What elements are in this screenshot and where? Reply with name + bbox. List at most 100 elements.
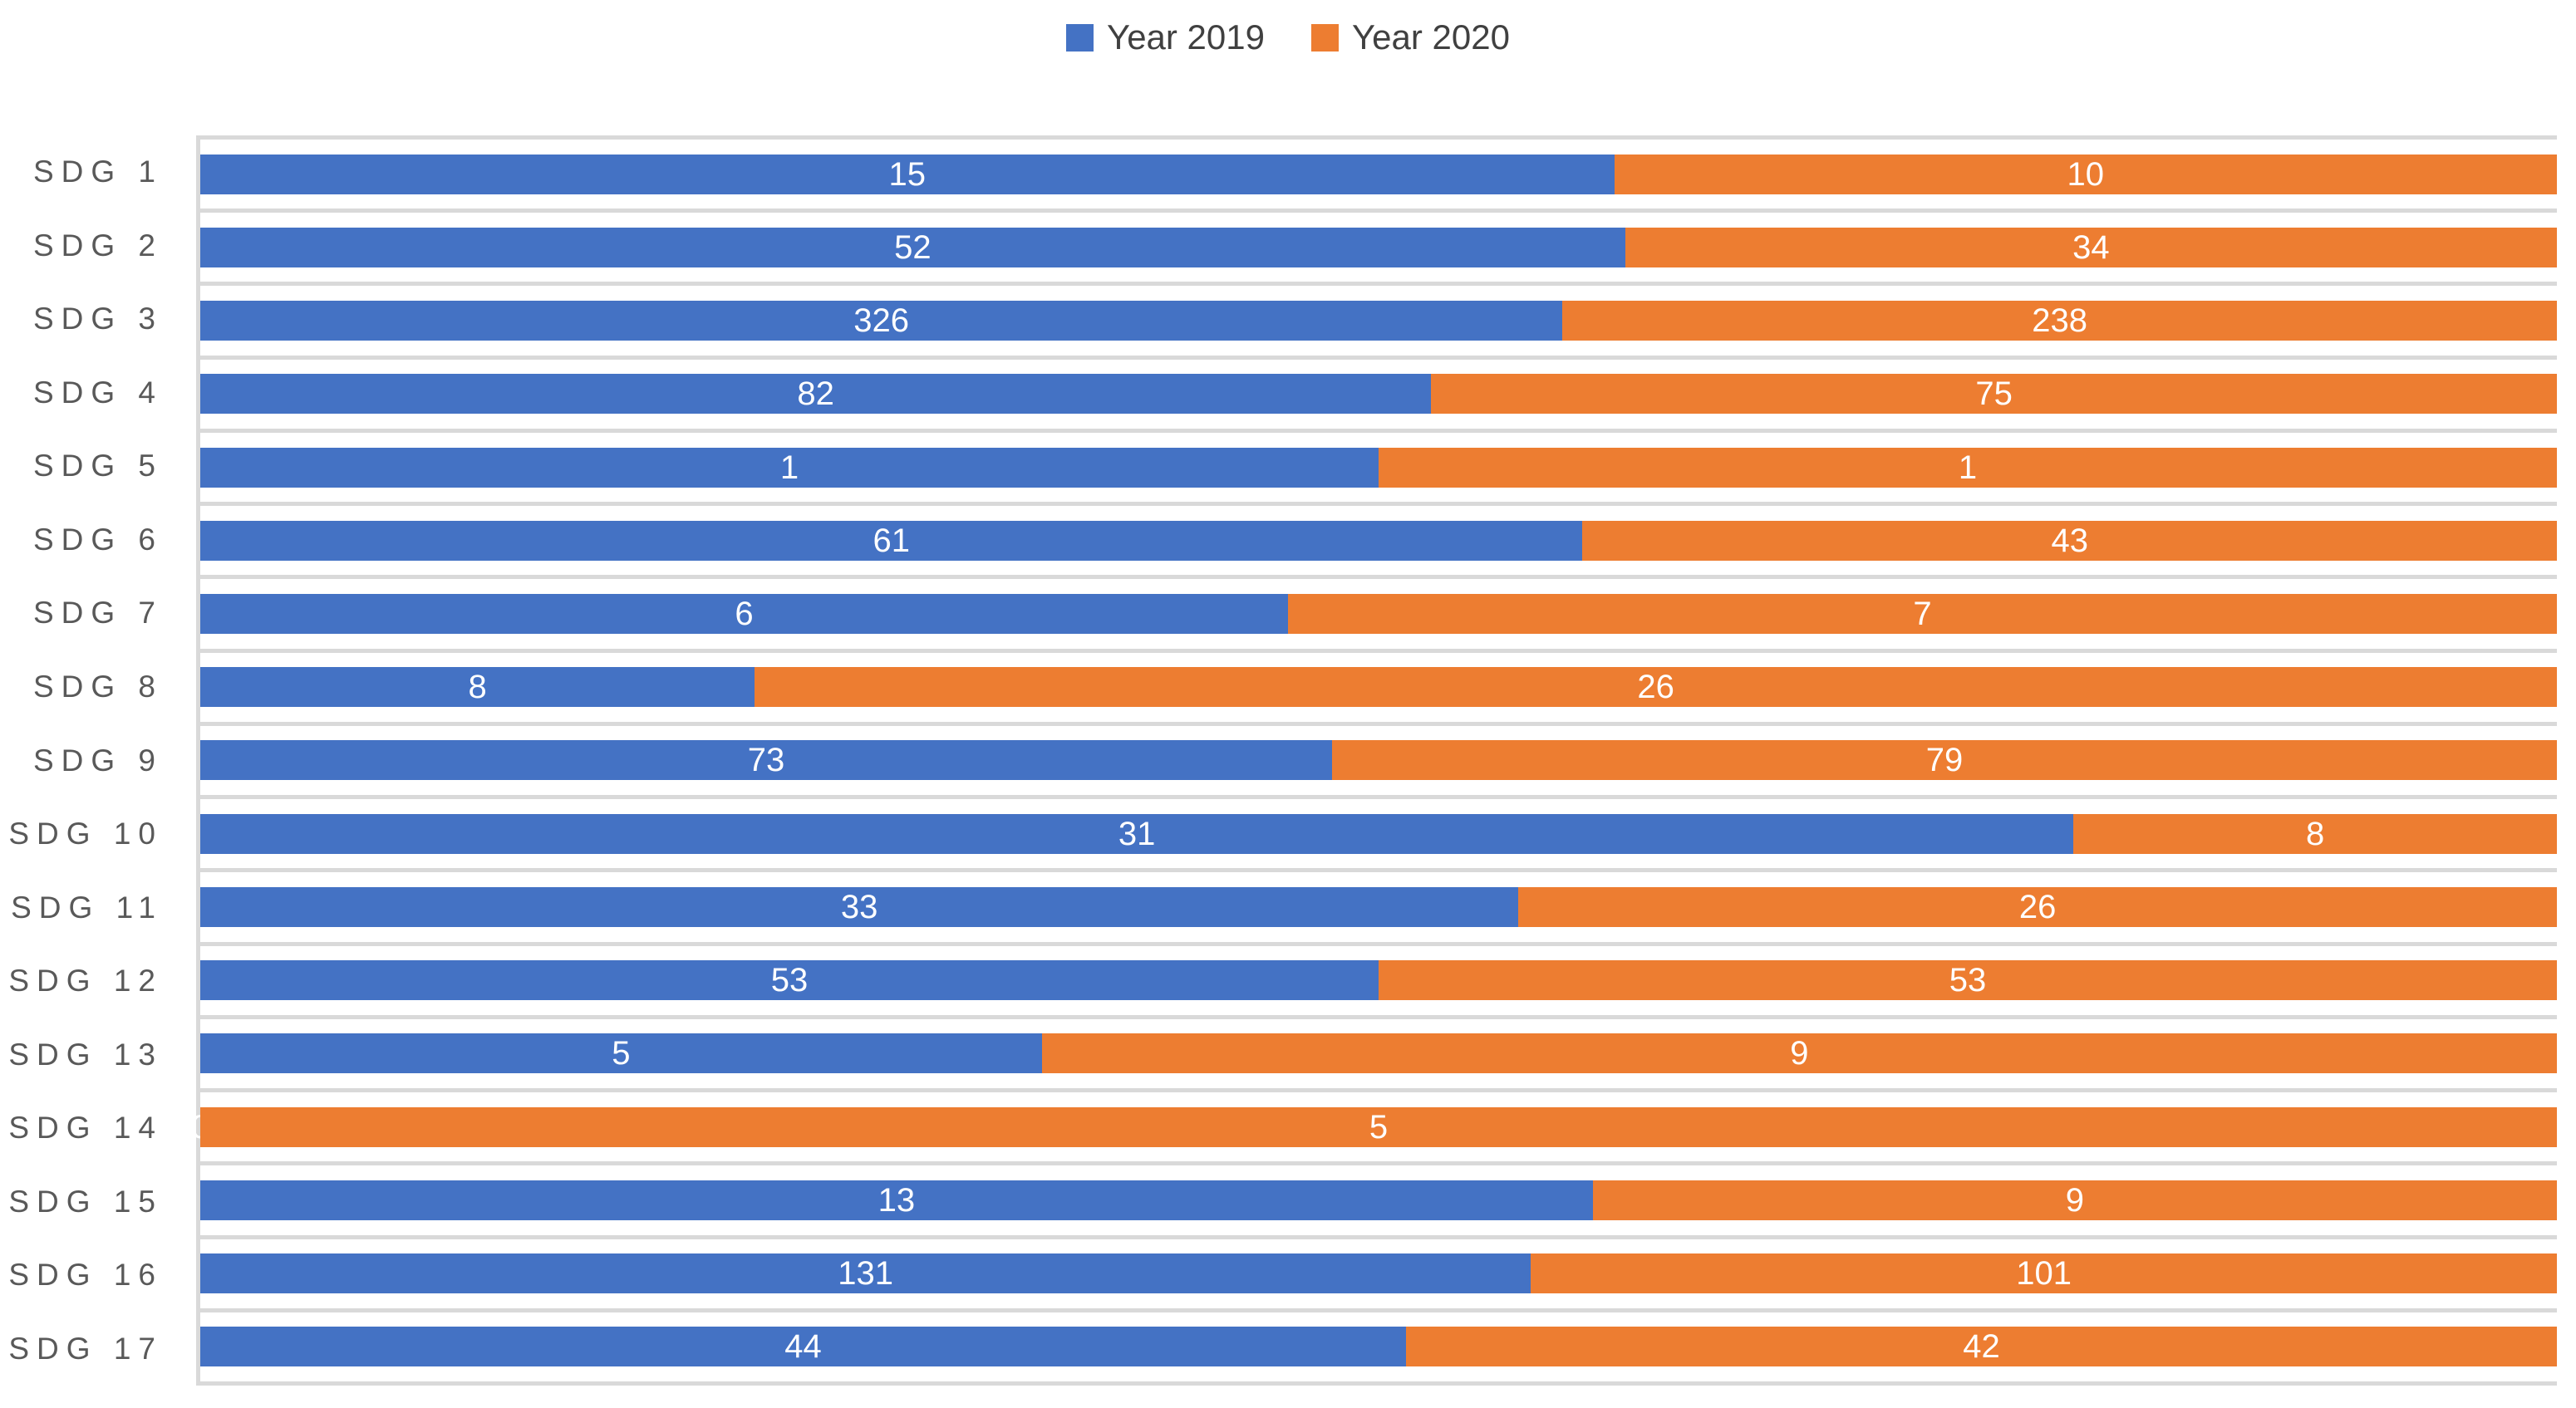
chart-row-sdg-2: 52 34 [200,209,2557,282]
bar-sdg-17: 44 42 [200,1327,2557,1367]
data-label: 9 [1790,1035,1809,1072]
bar-sdg-9: 73 79 [200,740,2557,781]
bar-segment-year-2020-sdg-1[interactable]: 10 [1614,154,2557,194]
bar-segment-year-2019-sdg-15[interactable]: 13 [200,1180,1593,1220]
data-label: 8 [2306,815,2325,852]
bar-segment-year-2019-sdg-12[interactable]: 53 [200,960,1379,1001]
data-label: 52 [894,228,932,266]
category-label-sdg-2: SDG 2 [32,228,163,262]
legend-label: Year 2019 [1107,17,1265,56]
chart-row-sdg-3: 326 238 [200,282,2557,355]
bar-segment-year-2020-sdg-11[interactable]: 26 [1518,886,2557,927]
chart-row-sdg-10: 31 8 [200,795,2557,868]
data-label: 13 [878,1181,916,1219]
bar-segment-year-2019-sdg-5[interactable]: 1 [200,447,1379,488]
data-label: 238 [2032,302,2087,340]
bar-segment-year-2020-sdg-9[interactable]: 79 [1332,740,2557,781]
legend-label: Year 2020 [1352,17,1510,56]
legend-item-year-2019[interactable]: Year 2019 [1066,20,1265,55]
bar-segment-year-2019-sdg-17[interactable]: 44 [200,1327,1406,1367]
data-label: 1 [779,449,799,486]
chart-row-sdg-17: 44 42 [200,1307,2557,1381]
data-label: 6 [735,596,754,633]
category-label-sdg-8: SDG 8 [32,669,163,704]
bar-sdg-8: 8 26 [200,667,2557,708]
bar-segment-year-2020-sdg-12[interactable]: 53 [1379,960,2557,1001]
bar-segment-year-2020-sdg-10[interactable]: 8 [2073,813,2557,854]
data-label: 34 [2072,228,2110,266]
bar-segment-year-2020-sdg-4[interactable]: 75 [1431,374,2557,415]
data-label: 7 [1913,596,1932,633]
data-label: 42 [1963,1328,2000,1366]
bar-segment-year-2020-sdg-8[interactable]: 26 [755,667,2557,708]
bar-segment-year-2019-sdg-4[interactable]: 82 [200,374,1432,415]
bar-segment-year-2019-sdg-2[interactable]: 52 [200,227,1625,267]
category-label-sdg-9: SDG 9 [32,743,163,778]
bar-segment-year-2020-sdg-6[interactable]: 43 [1582,520,2557,561]
bar-sdg-10: 31 8 [200,813,2557,854]
chart-row-sdg-11: 33 26 [200,868,2557,941]
data-label: 5 [612,1035,631,1072]
bar-sdg-2: 52 34 [200,227,2557,267]
bar-sdg-16: 131 101 [200,1253,2557,1294]
data-label: 53 [1949,962,1987,999]
bar-segment-year-2020-sdg-13[interactable]: 9 [1041,1033,2557,1074]
bar-segment-year-2019-sdg-8[interactable]: 8 [200,667,755,708]
legend: Year 2019 Year 2020 [0,20,2576,55]
category-label-sdg-11: SDG 11 [11,890,163,925]
chart-row-sdg-14: 05 [191,1088,2557,1161]
legend-swatch-year-2019-icon [1066,23,1094,52]
data-label: 1 [1958,449,1978,486]
category-label-sdg-15: SDG 15 [8,1184,163,1219]
bar-sdg-1: 15 10 [200,154,2557,194]
bar-segment-year-2019-sdg-16[interactable]: 131 [200,1253,1531,1294]
bar-segment-year-2020-sdg-14[interactable]: 5 [200,1106,2557,1147]
chart-row-sdg-15: 13 9 [200,1161,2557,1234]
data-label: 31 [1118,815,1156,852]
data-label: 26 [2018,888,2057,925]
bar-segment-year-2020-sdg-7[interactable]: 7 [1287,594,2557,635]
bar-segment-year-2019-sdg-6[interactable]: 61 [200,520,1583,561]
bar-segment-year-2020-sdg-17[interactable]: 42 [1405,1327,2557,1367]
bar-segment-year-2020-sdg-2[interactable]: 34 [1625,227,2557,267]
bar-segment-year-2019-sdg-11[interactable]: 33 [200,886,1519,927]
data-label: 5 [1369,1108,1389,1146]
bar-segment-year-2019-sdg-1[interactable]: 15 [200,154,1615,194]
bar-sdg-11: 33 26 [200,886,2557,927]
chart-row-sdg-1: 15 10 [200,135,2557,209]
chart-row-sdg-12: 53 53 [200,941,2557,1015]
data-label: 326 [853,302,909,340]
bar-segment-year-2019-sdg-9[interactable]: 73 [200,740,1333,781]
bar-sdg-12: 53 53 [200,960,2557,1001]
bar-sdg-14: 05 [191,1106,2557,1147]
bar-segment-year-2019-sdg-3[interactable]: 326 [200,301,1563,341]
bar-sdg-3: 326 238 [200,301,2557,341]
data-label: 26 [1637,669,1674,706]
bar-segment-year-2020-sdg-15[interactable]: 9 [1592,1180,2557,1220]
category-label-sdg-17: SDG 17 [8,1331,163,1366]
category-label-sdg-1: SDG 1 [32,155,163,189]
data-label: 10 [2067,155,2105,193]
data-label: 9 [2065,1181,2085,1219]
bar-segment-year-2019-sdg-13[interactable]: 5 [200,1033,1042,1074]
data-label: 101 [2016,1255,2072,1293]
data-label: 73 [747,742,785,779]
bar-sdg-6: 61 43 [200,520,2557,561]
bar-segment-year-2020-sdg-3[interactable]: 238 [1562,301,2557,341]
data-label: 79 [1925,742,1964,779]
category-label-sdg-14: SDG 14 [8,1111,163,1146]
bar-segment-year-2019-sdg-10[interactable]: 31 [200,813,2074,854]
bar-segment-year-2020-sdg-5[interactable]: 1 [1379,447,2557,488]
data-label: 15 [888,155,927,193]
bar-segment-year-2019-sdg-7[interactable]: 6 [200,594,1288,635]
legend-item-year-2020[interactable]: Year 2020 [1311,20,1510,55]
data-label: 75 [1975,375,2013,413]
bar-segment-year-2020-sdg-16[interactable]: 101 [1531,1253,2557,1294]
category-label-sdg-13: SDG 13 [8,1037,163,1072]
